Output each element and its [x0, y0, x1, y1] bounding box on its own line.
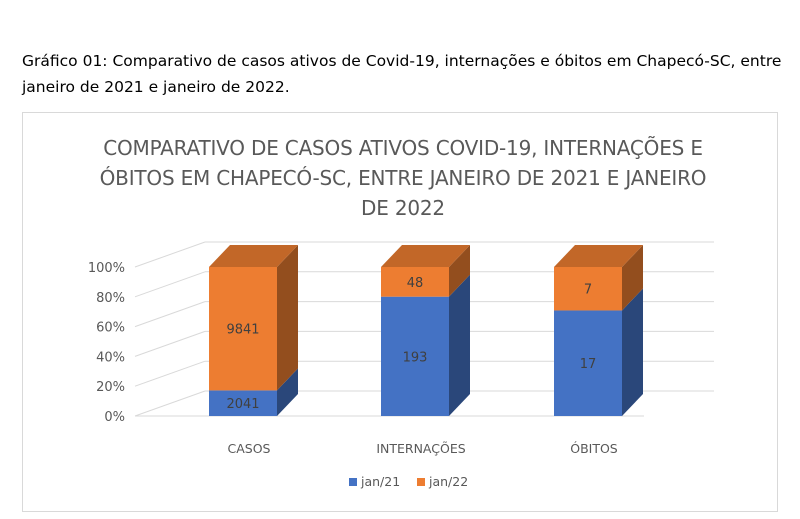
- legend-swatch-jan/21: [349, 478, 357, 486]
- gridline-side: [134, 271, 206, 298]
- bar-side-jan/22-CASOS: [277, 245, 298, 391]
- bar-jan/22-INTERNAÇÕES: [381, 267, 449, 297]
- gridline-side: [134, 301, 206, 328]
- legend-label: jan/22: [428, 474, 468, 489]
- y-tick-label: 40%: [96, 350, 125, 365]
- bar-top-jan/22-INTERNAÇÕES: [381, 245, 470, 267]
- y-tick-label: 20%: [96, 380, 125, 395]
- bar-side-jan/22-INTERNAÇÕES: [449, 245, 470, 297]
- legend-label: jan/21: [360, 474, 400, 489]
- bar-side-jan/21-ÓBITOS: [622, 288, 643, 416]
- bar-top-jan/22-CASOS: [209, 245, 298, 267]
- bar-side-jan/22-ÓBITOS: [622, 245, 643, 311]
- data-label: 17: [580, 357, 597, 372]
- data-label: 193: [403, 350, 428, 365]
- chart-title: COMPARATIVO DE CASOS ATIVOS COVID-19, IN…: [99, 136, 707, 220]
- x-tick-label: INTERNAÇÕES: [376, 441, 465, 456]
- bar-top-jan/22-ÓBITOS: [554, 245, 643, 267]
- bar-jan/21-CASOS: [209, 390, 277, 416]
- bar-side-jan/21-CASOS: [277, 368, 298, 416]
- y-tick-label: 100%: [88, 261, 125, 276]
- chart-plot: 0% 20% 40% 60% 80% 100% 2041 9841 CASOS 193 48 INTE…: [88, 241, 714, 489]
- gridline-side: [134, 360, 206, 387]
- bar-jan/21-ÓBITOS: [554, 310, 622, 416]
- y-tick-label: 60%: [96, 321, 125, 336]
- gridline-side: [134, 241, 206, 268]
- bar-jan/22-ÓBITOS: [554, 267, 622, 311]
- y-tick-label: 80%: [96, 291, 125, 306]
- chart-area: 0% 20% 40% 60% 80% 100% 2041 9841 CASOS 193 48 INTE…: [22, 112, 778, 512]
- y-tick-label: 0%: [104, 410, 125, 425]
- x-tick-label: CASOS: [228, 441, 271, 456]
- gridline-side: [134, 330, 206, 357]
- gridline-side: [134, 390, 206, 417]
- data-label: 2041: [226, 397, 259, 412]
- bar-jan/22-CASOS: [209, 267, 277, 391]
- figure-caption: Gráfico 01: Comparativo de casos ativos …: [22, 52, 782, 96]
- legend-swatch-jan/22: [417, 478, 425, 486]
- x-tick-label: ÓBITOS: [570, 441, 618, 456]
- bar-side-jan/21-INTERNAÇÕES: [449, 274, 470, 416]
- bar-jan/21-INTERNAÇÕES: [381, 296, 449, 416]
- data-label: 9841: [226, 323, 259, 338]
- data-label: 48: [407, 276, 424, 291]
- data-label: 7: [584, 283, 592, 298]
